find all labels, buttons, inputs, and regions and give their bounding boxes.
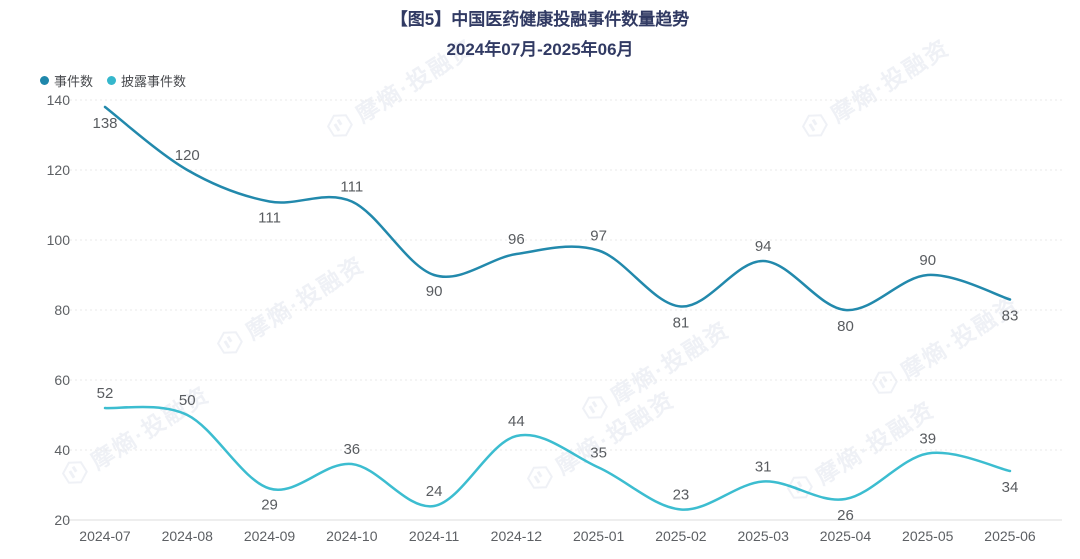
data-label-series1-2024-09: 111 [258,210,281,227]
data-label-series2-2025-04: 26 [837,507,854,524]
legend-item-disclosed-events[interactable]: 披露事件数 [107,71,186,90]
x-axis-tick-2024-11: 2024-11 [409,528,460,544]
legend-dot-disclosed-events-icon [107,76,117,85]
data-label-series1-2024-08: 120 [175,147,200,164]
data-label-series2-2024-08: 50 [179,392,196,409]
x-axis-tick-2024-09: 2024-09 [244,528,296,544]
data-label-series1-2025-05: 90 [919,252,936,269]
x-axis-tick-2024-10: 2024-10 [326,528,378,544]
data-label-series2-2025-06: 34 [1002,479,1019,496]
x-axis-tick-2025-06: 2025-06 [984,528,1036,544]
data-label-series2-2025-02: 23 [673,487,690,504]
data-label-series1-2024-10: 111 [340,179,363,196]
legend-label-events: 事件数 [54,74,94,89]
chart-title: 【图5】中国医药健康投融事件数量趋势 [390,10,690,29]
data-label-series1-2024-07: 138 [92,115,117,132]
y-axis-tick-120: 120 [47,162,71,178]
data-label-series1-2025-06: 83 [1002,308,1019,325]
x-axis-tick-2024-08: 2024-08 [162,528,214,544]
chart-header: 【图5】中国医药健康投融事件数量趋势 2024年07月-2025年06月 [0,8,1080,62]
y-axis-tick-80: 80 [54,302,70,318]
chart-subtitle: 2024年07月-2025年06月 [446,40,634,59]
legend-label-disclosed-events: 披露事件数 [121,74,187,89]
y-axis-tick-20: 20 [54,512,70,528]
data-label-series2-2025-03: 31 [755,459,772,476]
x-axis-tick-2025-02: 2025-02 [655,528,707,544]
data-label-series2-2025-05: 39 [919,431,936,448]
legend-item-events[interactable]: 事件数 [40,71,93,90]
x-axis-tick-2025-03: 2025-03 [737,528,789,544]
x-axis-tick-2025-01: 2025-01 [573,528,625,544]
x-axis-tick-2025-05: 2025-05 [902,528,954,544]
x-axis-tick-2024-07: 2024-07 [79,528,131,544]
legend-dot-events-icon [40,76,49,85]
data-label-series1-2025-04: 80 [837,318,854,335]
x-axis-tick-2025-04: 2025-04 [820,528,872,544]
data-label-series2-2024-10: 36 [343,441,360,458]
series-line-1[interactable] [103,105,1012,312]
series-line-2[interactable] [103,405,1012,511]
y-axis-tick-100: 100 [47,232,71,248]
y-axis-tick-140: 140 [47,92,71,108]
data-label-series2-2024-12: 44 [508,413,525,430]
data-label-series2-2025-01: 35 [590,445,607,462]
x-axis-tick-2024-12: 2024-12 [491,528,543,544]
data-label-series1-2024-12: 96 [508,231,525,248]
y-axis-tick-40: 40 [54,442,70,458]
data-label-series2-2024-09: 29 [261,497,278,514]
legend: 事件数 披露事件数 [40,71,186,90]
data-label-series1-2025-03: 94 [755,238,772,255]
data-label-series2-2024-11: 24 [426,483,443,500]
data-label-series2-2024-07: 52 [97,385,114,402]
data-label-series1-2025-01: 97 [590,228,607,245]
y-axis-tick-60: 60 [54,372,70,388]
data-label-series1-2025-02: 81 [673,315,690,332]
data-label-series1-2024-11: 90 [426,283,443,300]
